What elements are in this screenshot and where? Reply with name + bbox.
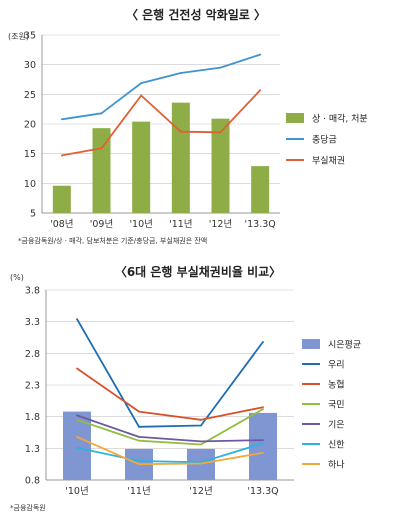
chart1-line-point xyxy=(100,147,103,150)
chart2-unit: (%) xyxy=(10,273,24,282)
chart1-line-point xyxy=(100,112,103,115)
plot-layer: 5 10 15 20 25 30 35 '08년 '09년 '10년 '11년 '12년 '13.3Q 상… xyxy=(24,31,368,498)
chart1-bar xyxy=(251,166,270,213)
chart1-ytick-label: 25 xyxy=(24,90,36,101)
chart1-title: 〈 은행 건전성 악화일로 〉 xyxy=(126,7,266,22)
chart2-line-point xyxy=(76,367,78,370)
chart2-line-point xyxy=(76,418,78,421)
chart1-legend-label: 충당금 xyxy=(312,135,337,146)
chart1-line-series xyxy=(61,53,261,121)
chart2-xtick-label: '10년 xyxy=(65,486,88,497)
chart1-xtick-label: '09년 xyxy=(90,219,113,230)
chart1-ytick-label: 30 xyxy=(24,60,36,71)
chart2-legend-label: 시은평균 xyxy=(328,340,361,351)
chart2-ytick-label: 0.8 xyxy=(25,476,40,487)
chart2-xtick-label: '11년 xyxy=(127,486,150,497)
chart1-xtick-label: '10년 xyxy=(129,219,152,230)
chart1-ytick-label: 35 xyxy=(24,31,36,42)
chart1-bar xyxy=(52,185,71,213)
chart2-line-point xyxy=(262,406,264,409)
chart2-line-series xyxy=(76,367,264,421)
chart2-legend-label: 신한 xyxy=(328,440,345,451)
chart2-line-point xyxy=(138,425,140,428)
chart2-bar xyxy=(63,411,91,480)
chart2-line-point xyxy=(138,460,140,462)
chart2-ytick-label: 1.3 xyxy=(25,444,40,455)
chart2-line-point xyxy=(200,443,202,446)
chart2-legend-label: 농협 xyxy=(328,379,345,391)
chart1-legend-label: 상 · 매각, 처분 xyxy=(312,113,368,125)
chart1-xtick-label: '12년 xyxy=(209,219,232,230)
chart2-line-point xyxy=(76,318,78,321)
chart2-line-series xyxy=(76,408,264,446)
chart1-legend-label: 부실채권 xyxy=(312,155,345,167)
chart2-ytick-label: 2.8 xyxy=(25,349,40,360)
chart1-note: *금융감독원/상 · 매각, 담보처분은 기준/충당금, 부실채권은 잔액 xyxy=(18,236,207,245)
chart1-bar xyxy=(171,102,190,213)
chart1-ytick-label: 15 xyxy=(24,149,36,160)
chart2-legend-swatch xyxy=(302,339,320,349)
chart1-line-point xyxy=(179,130,182,133)
chart1-line-point xyxy=(219,66,222,69)
chart2-line-point xyxy=(262,439,264,441)
chart1-line-point xyxy=(259,89,262,92)
chart1-line-point xyxy=(219,131,222,134)
chart1-line-point xyxy=(140,94,143,97)
chart2-line-series xyxy=(76,436,264,466)
chart1-line-point xyxy=(60,118,63,121)
chart2-line-point xyxy=(76,414,78,417)
chart2-legend-label: 우리 xyxy=(328,360,345,371)
chart2-line-series xyxy=(76,414,264,443)
chart2-line-point xyxy=(262,442,264,445)
chart1-xtick-label: '11년 xyxy=(169,219,192,230)
chart2-ytick-label: 3.8 xyxy=(25,286,40,297)
chart2-line-point xyxy=(138,410,140,413)
chart1-legend-swatch xyxy=(286,113,304,123)
chart2-line-point xyxy=(200,418,202,421)
chart2-line-point xyxy=(200,462,202,465)
chart2-ytick-label: 3.3 xyxy=(25,317,40,328)
chart1-line-series xyxy=(61,89,261,157)
chart2-line-point xyxy=(138,439,140,442)
chart1-line-point xyxy=(140,82,143,84)
chart2-ytick-label: 1.8 xyxy=(25,412,40,423)
chart2-line-series xyxy=(76,318,264,428)
chart1-xtick-label: '13.3Q xyxy=(245,219,276,230)
chart2-line-point xyxy=(138,436,140,438)
chart1-line-point xyxy=(60,154,63,157)
chart1-ytick-label: 10 xyxy=(24,179,36,190)
chart2-ytick-label: 2.3 xyxy=(25,381,40,392)
chart2-title: 〈6대 은행 부실채권비율 비교〉 xyxy=(115,264,281,279)
chart1-line-point xyxy=(259,53,262,56)
chart2-xtick-label: '12년 xyxy=(189,486,212,497)
chart2-line-point xyxy=(262,341,264,343)
chart2-legend-label: 국민 xyxy=(328,400,345,411)
chart2-line-point xyxy=(262,451,264,454)
chart1-unit: (조원) xyxy=(8,32,29,41)
chart1-ytick-label: 5 xyxy=(30,209,36,220)
chart1-line-point xyxy=(179,72,182,74)
chart2-xtick-label: '13.3Q xyxy=(247,486,278,497)
chart2-legend-label: 하나 xyxy=(328,460,345,471)
chart2-line-point xyxy=(76,436,78,438)
chart1-bar xyxy=(211,118,230,213)
chart2-line-point xyxy=(138,463,140,466)
chart2-line-series xyxy=(76,442,264,464)
chart2-line-point xyxy=(262,408,264,410)
chart1-xtick-label: '08년 xyxy=(50,219,73,230)
chart1-ytick-label: 20 xyxy=(24,120,36,131)
chart2-line-point xyxy=(200,424,202,427)
chart2-legend-label: 기은 xyxy=(328,420,345,431)
chart2-line-point xyxy=(76,446,78,449)
chart1-bar xyxy=(132,121,151,213)
chart2-line-point xyxy=(200,440,202,443)
chart2-note: *금융감독원 xyxy=(10,503,46,512)
